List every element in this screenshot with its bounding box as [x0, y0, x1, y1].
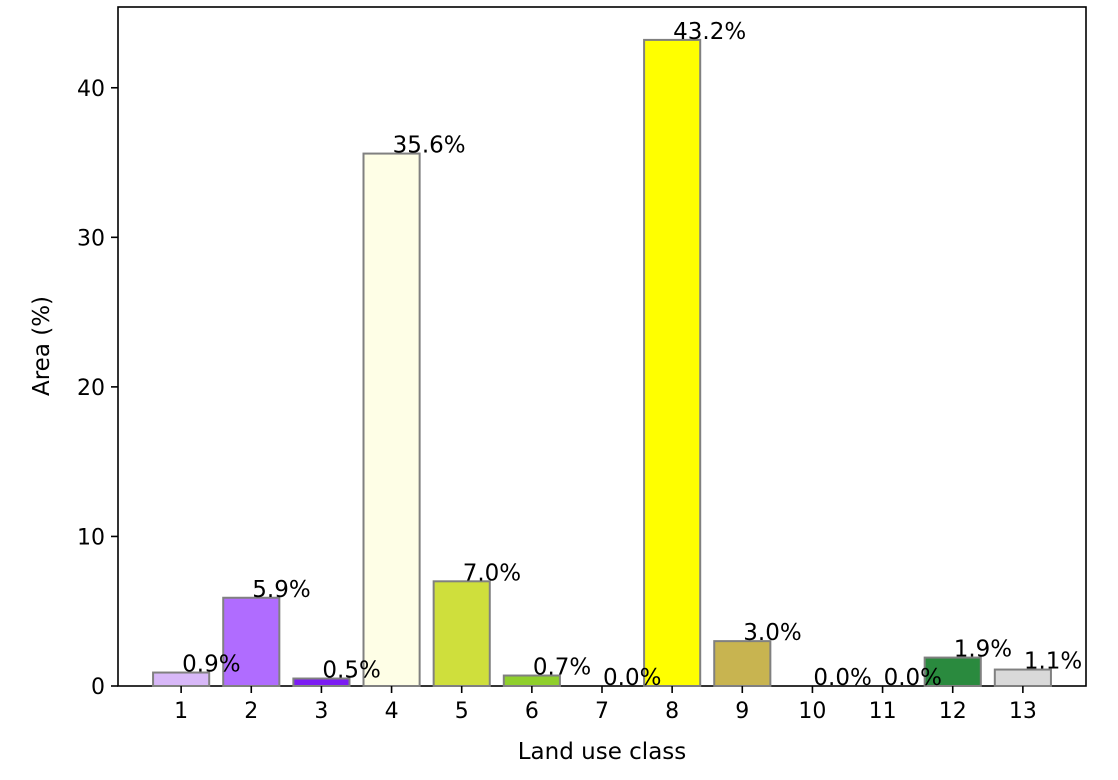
- y-axis: 0 10 20 30 40: [77, 77, 118, 700]
- y-tick-label-0: 0: [91, 675, 105, 700]
- data-label-class-12: 1.9%: [954, 637, 1012, 663]
- data-label-class-13: 1.1%: [1024, 649, 1082, 675]
- y-axis-label: Area (%): [29, 296, 55, 396]
- data-label-class-4: 35.6%: [393, 133, 466, 159]
- bar-class-8: [643, 38, 702, 687]
- x-tick-label-9: 9: [735, 699, 749, 724]
- x-tick-label-5: 5: [455, 699, 469, 724]
- x-axis-label: Land use class: [518, 739, 687, 765]
- bar-class-5: [432, 580, 491, 687]
- data-label-class-3: 0.5%: [322, 658, 380, 684]
- x-tick-label-11: 11: [869, 699, 897, 724]
- bar-class-9: [713, 640, 772, 688]
- y-tick-label-40: 40: [77, 77, 105, 102]
- data-label-class-8: 43.2%: [673, 19, 746, 45]
- bar-class-2: [222, 596, 281, 688]
- x-tick-label-13: 13: [1009, 699, 1037, 724]
- x-tick-label-12: 12: [939, 699, 967, 724]
- x-tick-label-1: 1: [174, 699, 188, 724]
- data-label-class-7: 0.0%: [603, 665, 661, 691]
- y-tick-label-20: 20: [77, 376, 105, 401]
- data-label-class-9: 3.0%: [743, 620, 801, 646]
- x-tick-label-3: 3: [314, 699, 328, 724]
- x-tick-label-10: 10: [798, 699, 826, 724]
- y-tick-label-30: 30: [77, 226, 105, 251]
- x-tick-label-2: 2: [244, 699, 258, 724]
- bars-layer: [152, 38, 1052, 688]
- bar-class-4: [362, 152, 421, 687]
- x-tick-label-8: 8: [665, 699, 679, 724]
- x-tick-label-4: 4: [385, 699, 399, 724]
- data-label-class-2: 5.9%: [252, 577, 310, 603]
- bar-labels-layer: 0.9% 5.9% 0.5% 35.6% 7.0% 0.7% 0.0% 43.2% 3.0% 0.…: [182, 19, 1082, 691]
- data-label-class-10: 0.0%: [813, 665, 871, 691]
- x-tick-label-6: 6: [525, 699, 539, 724]
- x-tick-label-7: 7: [595, 699, 609, 724]
- data-label-class-6: 0.7%: [533, 655, 591, 681]
- data-label-class-11: 0.0%: [884, 665, 942, 691]
- data-label-class-5: 7.0%: [463, 560, 521, 586]
- y-tick-label-10: 10: [77, 525, 105, 550]
- x-axis: 1 2 3 4 5 6 7 8 9 10 11 12 13: [174, 686, 1037, 724]
- data-label-class-1: 0.9%: [182, 652, 240, 678]
